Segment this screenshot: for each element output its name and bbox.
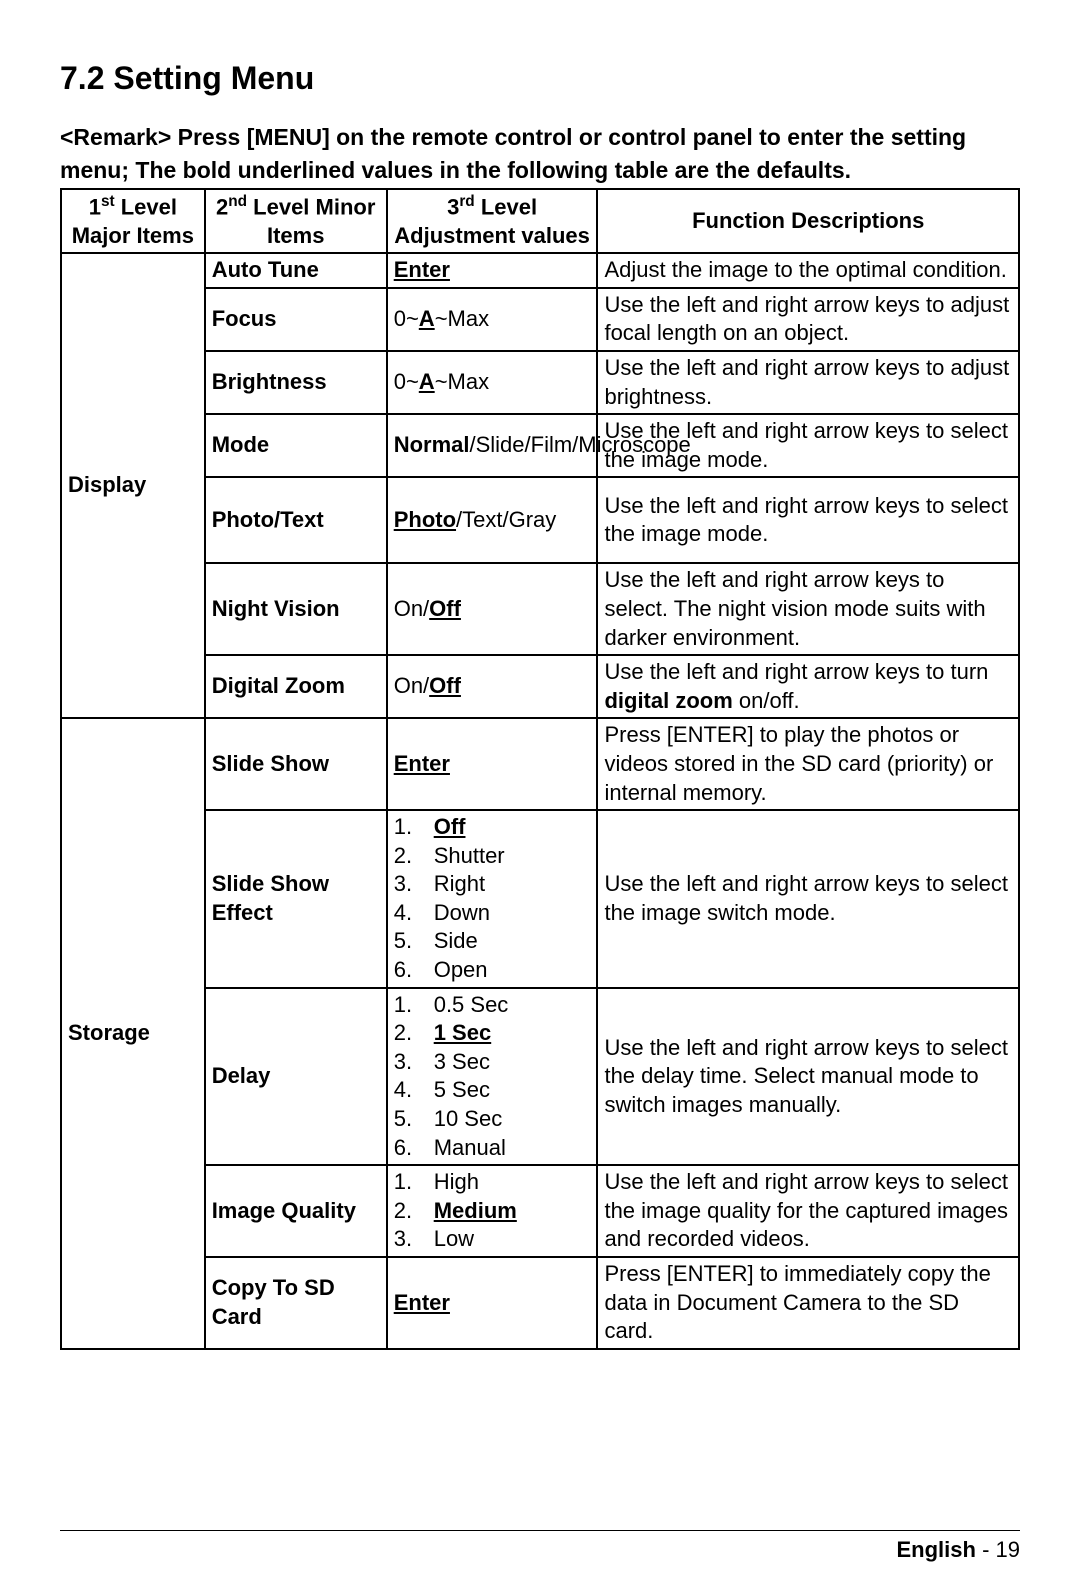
table-header-row: 1st Level Major Items 2nd Level Minor It… (61, 189, 1019, 254)
description-cell: Use the left and right arrow keys to sel… (597, 414, 1019, 477)
minor-item-cell: Photo/Text (205, 477, 387, 563)
table-row: Digital ZoomOn/OffUse the left and right… (61, 655, 1019, 718)
description-cell: Use the left and right arrow keys to adj… (597, 351, 1019, 414)
description-cell: Use the left and right arrow keys to adj… (597, 288, 1019, 351)
minor-item-cell: Focus (205, 288, 387, 351)
table-row: Copy To SD CardEnterPress [ENTER] to imm… (61, 1257, 1019, 1349)
adjustment-cell: 1.0.5 Sec2.1 Sec3.3 Sec4.5 Sec5.10 Sec6.… (387, 988, 598, 1166)
description-cell: Use the left and right arrow keys to tur… (597, 655, 1019, 718)
col-header-2: 2nd Level Minor Items (205, 189, 387, 254)
col-header-4: Function Descriptions (597, 189, 1019, 254)
settings-table: 1st Level Major Items 2nd Level Minor It… (60, 188, 1020, 1350)
adjustment-cell: 1.Off2.Shutter3.Right4.Down5.Side6.Open (387, 810, 598, 988)
adjustment-cell: On/Off (387, 655, 598, 718)
description-cell: Use the left and right arrow keys to sel… (597, 477, 1019, 563)
table-row: ModeNormal/Slide/Film/MicroscopeUse the … (61, 414, 1019, 477)
minor-item-cell: Copy To SD Card (205, 1257, 387, 1349)
minor-item-cell: Night Vision (205, 563, 387, 655)
adjustment-cell: 0~A~Max (387, 288, 598, 351)
description-cell: Use the left and right arrow keys to sel… (597, 563, 1019, 655)
adjustment-cell: Photo/Text/Gray (387, 477, 598, 563)
footer-page-number: 19 (996, 1537, 1020, 1562)
table-row: Slide Show Effect1.Off2.Shutter3.Right4.… (61, 810, 1019, 988)
table-row: Image Quality1.High2.Medium3.LowUse the … (61, 1165, 1019, 1257)
minor-item-cell: Brightness (205, 351, 387, 414)
description-cell: Use the left and right arrow keys to sel… (597, 810, 1019, 988)
col-header-1: 1st Level Major Items (61, 189, 205, 254)
footer-language: English (897, 1537, 976, 1562)
table-row: Delay1.0.5 Sec2.1 Sec3.3 Sec4.5 Sec5.10 … (61, 988, 1019, 1166)
adjustment-cell: Enter (387, 253, 598, 288)
adjustment-cell: Enter (387, 718, 598, 810)
table-row: DisplayAuto TuneEnterAdjust the image to… (61, 253, 1019, 288)
minor-item-cell: Mode (205, 414, 387, 477)
description-cell: Press [ENTER] to play the photos or vide… (597, 718, 1019, 810)
col-header-3: 3rd Level Adjustment values (387, 189, 598, 254)
minor-item-cell: Slide Show (205, 718, 387, 810)
minor-item-cell: Digital Zoom (205, 655, 387, 718)
major-item-cell: Display (61, 253, 205, 718)
minor-item-cell: Slide Show Effect (205, 810, 387, 988)
table-row: Night VisionOn/OffUse the left and right… (61, 563, 1019, 655)
table-row: Focus0~A~MaxUse the left and right arrow… (61, 288, 1019, 351)
table-row: Photo/TextPhoto/Text/GrayUse the left an… (61, 477, 1019, 563)
adjustment-cell: 0~A~Max (387, 351, 598, 414)
table-row: StorageSlide ShowEnterPress [ENTER] to p… (61, 718, 1019, 810)
remark-text: <Remark> Press [MENU] on the remote cont… (60, 121, 1020, 188)
table-row: Brightness0~A~MaxUse the left and right … (61, 351, 1019, 414)
description-cell: Use the left and right arrow keys to sel… (597, 988, 1019, 1166)
adjustment-cell: On/Off (387, 563, 598, 655)
major-item-cell: Storage (61, 718, 205, 1348)
description-cell: Press [ENTER] to immediately copy the da… (597, 1257, 1019, 1349)
minor-item-cell: Auto Tune (205, 253, 387, 288)
description-cell: Adjust the image to the optimal conditio… (597, 253, 1019, 288)
minor-item-cell: Delay (205, 988, 387, 1166)
minor-item-cell: Image Quality (205, 1165, 387, 1257)
adjustment-cell: 1.High2.Medium3.Low (387, 1165, 598, 1257)
description-cell: Use the left and right arrow keys to sel… (597, 1165, 1019, 1257)
adjustment-cell: Normal/Slide/Film/Microscope (387, 414, 598, 477)
page-footer: English - 19 (60, 1530, 1020, 1563)
adjustment-cell: Enter (387, 1257, 598, 1349)
section-heading: 7.2 Setting Menu (60, 60, 1020, 97)
